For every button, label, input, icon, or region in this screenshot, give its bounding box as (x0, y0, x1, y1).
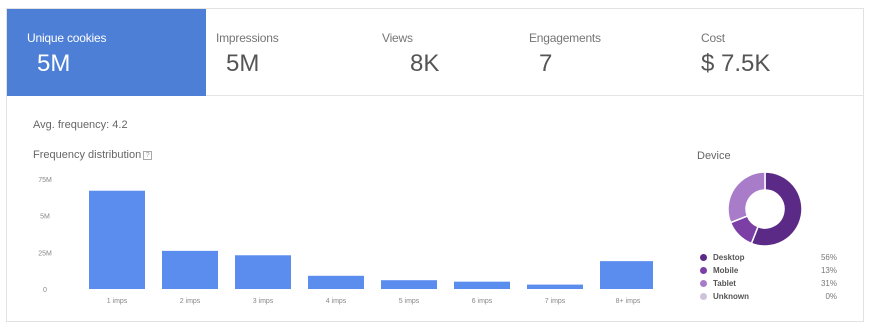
metric-label: Cost (701, 31, 725, 45)
device-title: Device (697, 150, 731, 162)
metric-label: Unique cookies (27, 31, 107, 45)
legend-label: Mobile (713, 266, 739, 275)
tab-unique-cookies[interactable]: Unique cookies 5M (7, 9, 206, 96)
y-tick-label: 5M (40, 214, 50, 221)
x-tick-label: 5 imps (399, 298, 420, 305)
metric-label: Impressions (216, 31, 279, 45)
x-tick-label: 6 imps (472, 298, 493, 305)
metric-tabs: Unique cookies 5M Impressions 5M Views 8… (7, 9, 863, 96)
legend-pct: 13% (820, 266, 837, 275)
desktop-dot-icon (700, 254, 707, 261)
legend-label: Desktop (713, 253, 745, 262)
unknown-dot-icon (700, 293, 707, 300)
legend-item-unknown: Unknown 0% (697, 291, 837, 304)
tab-views[interactable]: Views 8K (372, 9, 529, 96)
bar-2[interactable] (162, 250, 218, 289)
legend-label: Tablet (713, 279, 736, 288)
avg-frequency: Avg. frequency: 4.2 (33, 119, 128, 131)
legend-item-mobile: Mobile 13% (697, 265, 837, 278)
legend-item-tablet: Tablet 31% (697, 278, 837, 291)
frequency-distribution-label: Frequency distribution (33, 149, 142, 161)
tablet-dot-icon (700, 280, 707, 287)
slice-tablet[interactable] (727, 171, 766, 224)
legend-pct: 56% (820, 253, 837, 262)
report-card: Unique cookies 5M Impressions 5M Views 8… (6, 8, 864, 322)
metric-value: 7 (539, 50, 553, 77)
tab-cost[interactable]: Cost $ 7.5K (701, 9, 863, 96)
metric-label: Views (382, 31, 413, 45)
bar-1[interactable] (89, 190, 145, 289)
bar-3[interactable] (235, 255, 291, 289)
metric-value: $ 7.5K (701, 50, 771, 77)
device-donut-chart (727, 171, 803, 247)
x-tick-label: 7 imps (545, 298, 566, 305)
frequency-distribution-title: Frequency distribution? (33, 149, 153, 161)
legend-item-desktop: Desktop 56% (697, 252, 837, 265)
y-tick-label: 25M (38, 250, 52, 257)
mobile-dot-icon (700, 267, 707, 274)
metric-value: 5M (37, 50, 71, 77)
metric-label: Engagements (529, 31, 601, 45)
frequency-chart: 0 25M 5M 75M 1 imps 2 imps 3 imps 4 imps 5 imps 6… (38, 177, 653, 305)
bar-8[interactable] (600, 261, 653, 289)
tab-engagements[interactable]: Engagements 7 (529, 9, 701, 96)
y-tick-label: 0 (43, 287, 47, 294)
y-tick-label: 75M (38, 177, 52, 184)
x-tick-label: 2 imps (180, 298, 201, 305)
metric-value: 5M (226, 50, 260, 77)
metric-value: 8K (410, 50, 440, 77)
legend-pct: 31% (820, 279, 837, 288)
bar-6[interactable] (454, 281, 510, 289)
slice-desktop[interactable] (750, 171, 803, 247)
device-legend: Desktop 56% Mobile 13% Tablet 31% Unknow… (697, 252, 837, 304)
legend-label: Unknown (713, 292, 749, 301)
help-icon[interactable]: ? (143, 151, 153, 160)
bar-4[interactable] (308, 275, 364, 289)
x-tick-label: 4 imps (326, 298, 347, 305)
x-tick-label: 8+ imps (616, 298, 641, 305)
bar-7[interactable] (527, 284, 583, 289)
legend-pct: 0% (825, 292, 837, 301)
bar-5[interactable] (381, 280, 437, 289)
x-tick-label: 1 imps (107, 298, 128, 305)
tab-impressions[interactable]: Impressions 5M (206, 9, 372, 96)
x-tick-label: 3 imps (253, 298, 274, 305)
